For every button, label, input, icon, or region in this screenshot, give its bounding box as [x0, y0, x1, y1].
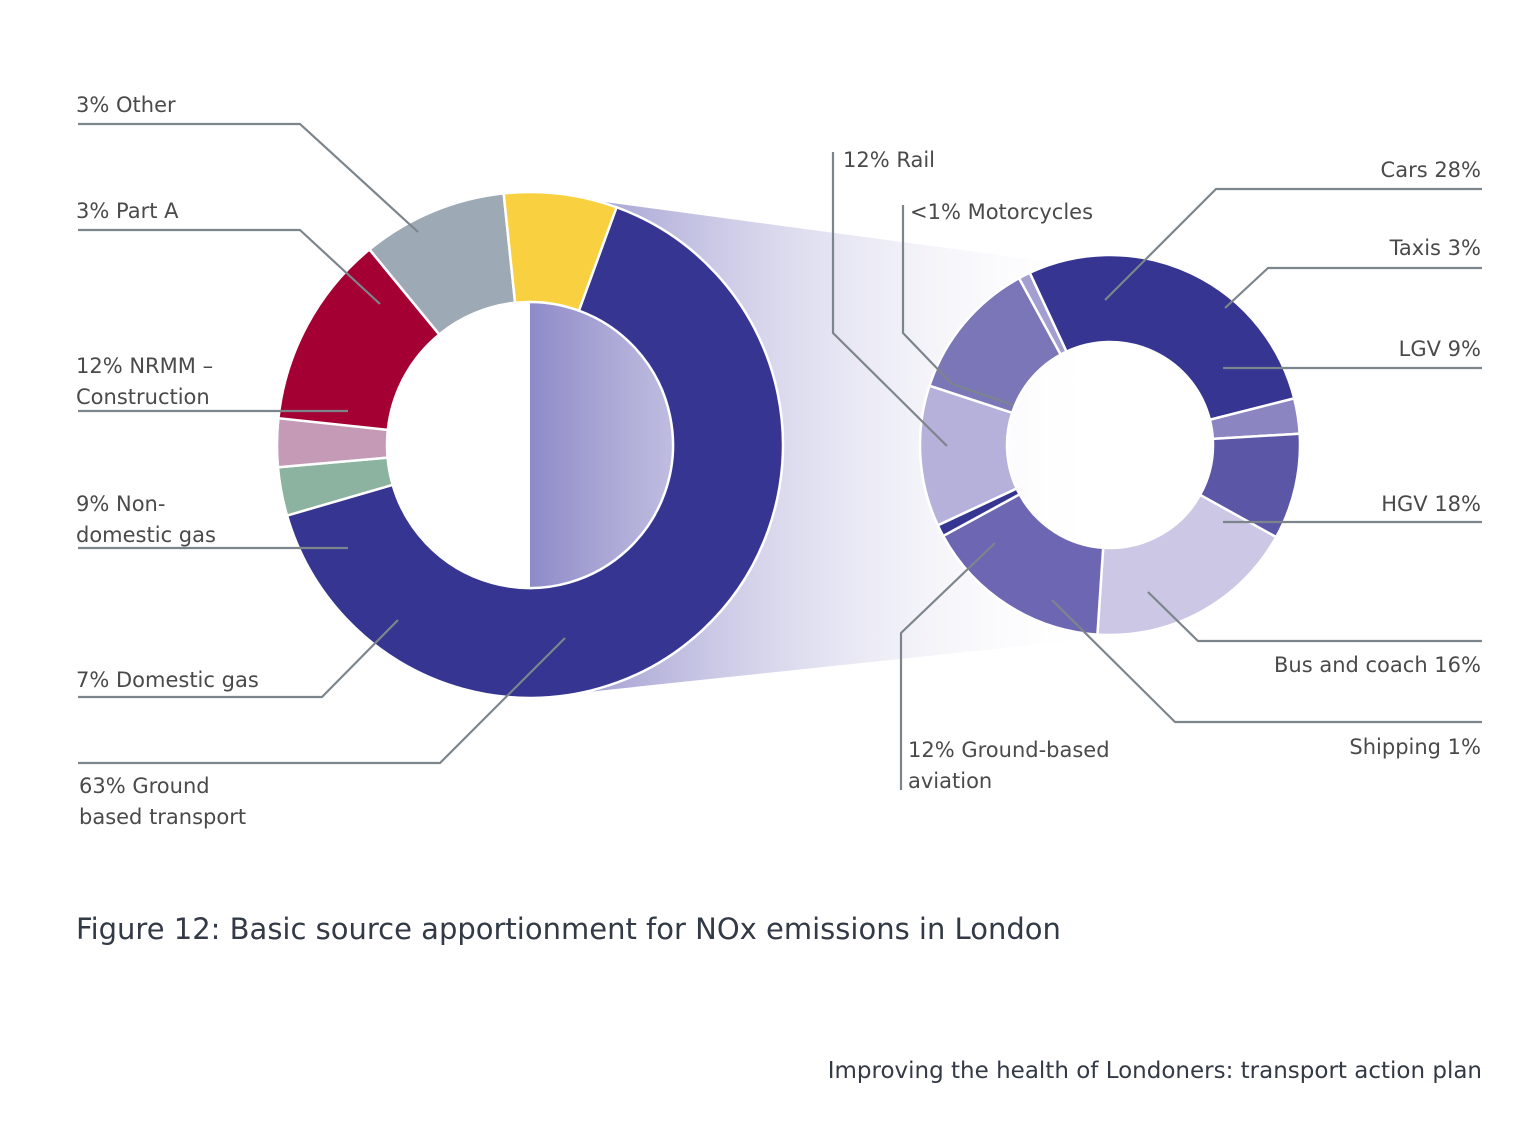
- leader-domestic-gas: [78, 619, 399, 699]
- leader-shipping: [1051, 599, 1482, 724]
- label-ground-based-transport-line-1: 63% Ground: [79, 774, 210, 798]
- label-cars: Cars 28%: [1381, 158, 1481, 182]
- slice-motorcycles: [1017, 271, 1069, 357]
- label-nrmm-construction-line-2: Construction: [76, 385, 210, 409]
- leader-ground-based-aviation: [899, 542, 996, 790]
- leader-motorcycles: [901, 205, 1014, 407]
- label-other: 3% Other: [76, 93, 176, 117]
- label-bus-and-coach: Bus and coach 16%: [1274, 653, 1481, 677]
- label-hgv: HGV 18%: [1381, 492, 1481, 516]
- leader-ground-based-transport: [78, 637, 566, 765]
- leader-cars: [1104, 187, 1482, 301]
- slice-ground-based-transport: [285, 205, 785, 700]
- slice-cars: [1028, 253, 1296, 422]
- label-part-a: 3% Part A: [76, 199, 179, 223]
- leader-bus-and-coach: [1147, 591, 1482, 643]
- leader-lines: [78, 122, 1482, 790]
- leader-taxis: [1224, 266, 1482, 309]
- label-domestic-gas: 7% Domestic gas: [76, 668, 259, 692]
- slice-domestic-gas: [502, 190, 619, 313]
- figure-caption: Figure 12: Basic source apportionment fo…: [76, 912, 1061, 946]
- leader-other: [78, 122, 419, 233]
- label-shipping: Shipping 1%: [1349, 735, 1481, 759]
- label-non-domestic-gas-line-2: domestic gas: [76, 523, 216, 547]
- label-ground-based-aviation-line-1: 12% Ground-based: [908, 738, 1110, 762]
- label-taxis: Taxis 3%: [1389, 236, 1481, 260]
- slice-labels: 63% Ground based transport 3% Other 3% Part…: [76, 93, 1481, 829]
- label-non-domestic-gas-line-1: 9% Non-: [76, 492, 165, 516]
- label-rail: 12% Rail: [843, 148, 935, 172]
- leader-part-a: [78, 228, 381, 305]
- label-motorcycles: <1% Motorcycles: [910, 200, 1093, 224]
- leader-rail: [831, 152, 948, 447]
- label-lgv: LGV 9%: [1399, 337, 1481, 361]
- donut-chart-ground-transport: [918, 253, 1302, 637]
- label-ground-based-aviation-line-2: aviation: [908, 769, 992, 793]
- label-nrmm-construction-line-1: 12% NRMM –: [76, 354, 213, 378]
- donut-chart-all-sources: [275, 190, 785, 700]
- label-ground-based-transport-line-2: based transport: [79, 805, 246, 829]
- document-footer: Improving the health of Londoners: trans…: [827, 1058, 1482, 1084]
- slice-hgv: [1096, 493, 1278, 637]
